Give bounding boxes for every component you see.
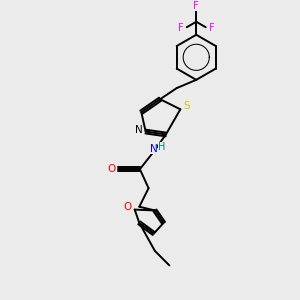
Text: H: H [158,142,166,152]
Text: O: O [108,164,116,174]
Text: F: F [194,1,199,10]
Text: O: O [123,202,132,212]
Text: F: F [178,23,183,33]
Text: F: F [209,23,215,33]
Text: N: N [150,144,157,154]
Text: N: N [135,125,143,135]
Text: S: S [183,101,190,111]
